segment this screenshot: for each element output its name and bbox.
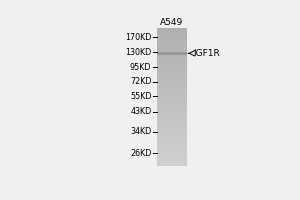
Text: 55KD: 55KD	[130, 92, 152, 101]
Text: 170KD: 170KD	[125, 33, 152, 42]
Text: 95KD: 95KD	[130, 63, 152, 72]
Text: 130KD: 130KD	[125, 48, 152, 57]
Text: 34KD: 34KD	[130, 127, 152, 136]
Text: 72KD: 72KD	[130, 77, 152, 86]
Text: IGF1R: IGF1R	[193, 49, 220, 58]
Text: 26KD: 26KD	[130, 149, 152, 158]
Text: 43KD: 43KD	[130, 107, 152, 116]
Text: A549: A549	[160, 18, 183, 27]
